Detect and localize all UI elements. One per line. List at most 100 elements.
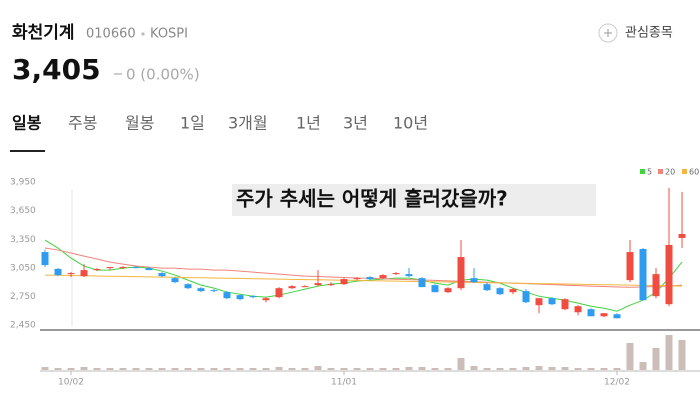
volume-bar	[639, 362, 647, 370]
volume-bar	[184, 368, 192, 370]
candle-body	[613, 314, 621, 319]
volume-bar	[197, 368, 205, 370]
candle-body	[249, 296, 257, 298]
y-tick-label: 3,050	[10, 263, 36, 273]
volume-bar	[301, 368, 309, 370]
y-tick-label: 3,950	[10, 177, 36, 187]
candle-body	[587, 309, 595, 317]
moving-average-line	[44, 239, 683, 312]
volume-bar	[652, 348, 660, 370]
volume-bar	[470, 366, 478, 370]
volume-bar	[275, 367, 283, 370]
volume-bar	[262, 368, 270, 370]
candle-body	[262, 298, 270, 301]
candle-body	[379, 275, 387, 279]
candle-body	[431, 285, 439, 293]
candle-body	[184, 284, 192, 289]
candle-body	[392, 273, 400, 275]
tabs: 일봉 주봉 월봉 1일 3개월 1년 3년 10년	[12, 114, 428, 133]
candle-body	[132, 267, 140, 269]
candle-body	[197, 288, 205, 292]
tab[interactable]: 10년	[393, 114, 428, 133]
tab[interactable]: 3년	[343, 114, 368, 133]
candle-body	[626, 252, 634, 281]
volume-bar	[132, 368, 140, 370]
candle-body	[483, 284, 491, 291]
volume-bar	[587, 368, 595, 370]
candle-body	[366, 277, 374, 280]
x-tick-label: 10/02	[58, 378, 84, 388]
candle-body	[496, 288, 504, 295]
x-tick-label: 12/02	[604, 378, 630, 388]
overlay-bg	[232, 184, 596, 216]
volume-bar	[665, 335, 673, 370]
candle-body	[340, 279, 348, 285]
volume-bar	[314, 366, 322, 370]
volume-bar	[366, 368, 374, 370]
watchlist-label[interactable]: 관심종목	[625, 26, 673, 41]
tab[interactable]: 일봉	[12, 114, 42, 133]
candle-body	[574, 306, 582, 313]
candle-body	[158, 273, 166, 277]
tab[interactable]: 1년	[296, 114, 321, 133]
candle-body	[223, 292, 231, 299]
candle-body	[665, 245, 673, 305]
volume-bar	[457, 358, 465, 370]
candle-body	[639, 249, 647, 301]
candle-body	[405, 274, 413, 277]
volume-bar	[496, 368, 504, 370]
candle-body	[652, 274, 660, 297]
candle-body	[600, 313, 608, 317]
candle-body	[80, 270, 88, 277]
chart: 2,450 2,750 3,050 3,350 3,650 3,950 10/02 11/01…	[10, 168, 699, 388]
candle-body	[275, 288, 283, 298]
plus-icon	[604, 29, 612, 37]
plus-circle	[598, 23, 618, 43]
candle-body	[106, 267, 114, 269]
candle-body	[418, 278, 426, 288]
volume-bar	[405, 367, 413, 370]
candle-body	[301, 286, 309, 288]
volume-bar	[418, 367, 426, 370]
candle-body	[171, 278, 179, 283]
candle-body	[561, 299, 569, 310]
volume-bar	[626, 343, 634, 370]
stock-name: 화천기계	[12, 23, 75, 43]
volume-bar	[431, 368, 439, 370]
volume-bar	[80, 367, 88, 370]
candle-body	[678, 234, 686, 238]
tab[interactable]: 월봉	[125, 114, 154, 133]
candle-body	[353, 278, 361, 280]
volume-bar	[561, 367, 569, 370]
volume-bar	[548, 367, 556, 370]
volume-bar	[106, 368, 114, 370]
volume-bar	[535, 366, 543, 370]
candle-body	[41, 252, 49, 266]
legend-label: 60	[689, 168, 699, 177]
watchlist-button[interactable]: 관심종목	[598, 23, 673, 43]
legend-swatch	[640, 169, 645, 174]
candle-body	[522, 291, 530, 303]
candle-body	[444, 288, 452, 293]
tab[interactable]: 주봉	[68, 114, 97, 133]
volume-bar	[678, 340, 686, 370]
legend-swatch	[658, 169, 663, 174]
candle-body	[236, 295, 244, 300]
candle-body	[535, 298, 543, 306]
volume-bar	[210, 368, 218, 370]
volume-bar	[67, 368, 75, 370]
volume-bar	[392, 368, 400, 370]
x-tick-label: 11/01	[331, 378, 357, 388]
tab[interactable]: 3개월	[228, 114, 268, 133]
volume-bar	[353, 368, 361, 370]
volume-bar	[600, 368, 608, 370]
volume-bar	[522, 367, 530, 370]
volume-bar	[509, 368, 517, 370]
volume-bar	[119, 368, 127, 370]
tab[interactable]: 1일	[180, 114, 205, 133]
candle-body	[67, 273, 75, 275]
volume-bar	[54, 368, 62, 370]
volume-bar	[340, 368, 348, 370]
volume-bar	[158, 368, 166, 370]
